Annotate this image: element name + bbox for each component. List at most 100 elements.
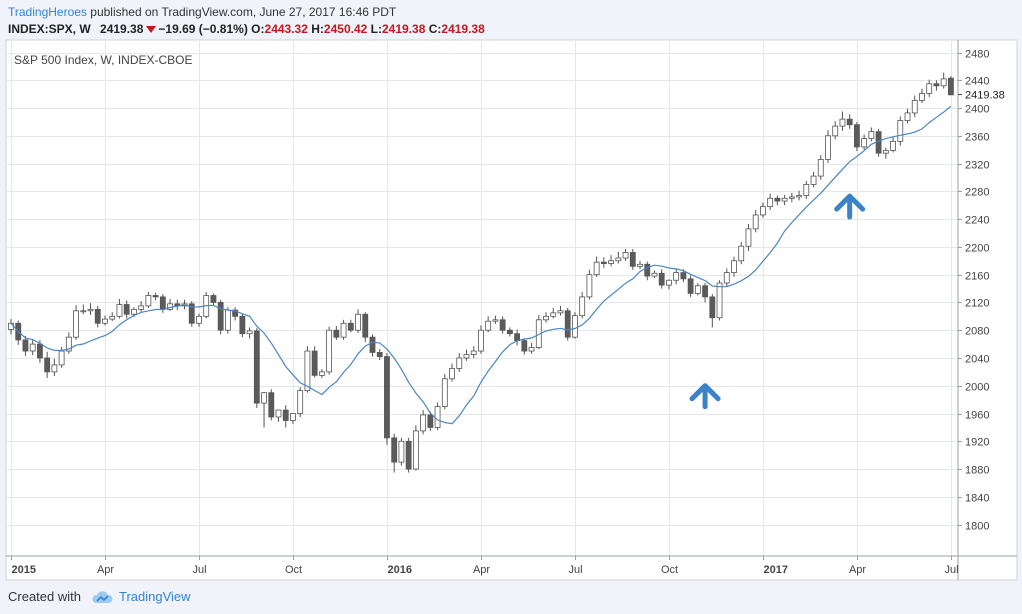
candle-body (593, 261, 600, 276)
candle-body (926, 83, 933, 94)
candle-body (275, 409, 282, 418)
y-tick-label: 2320 (965, 160, 989, 172)
candle-body (622, 252, 629, 259)
candle-body (911, 100, 918, 114)
x-tick-label: Oct (285, 564, 302, 576)
symbol-label: INDEX:SPX, W (8, 22, 91, 36)
candle-body (543, 315, 549, 321)
publisher-link[interactable]: TradingHeroes (8, 5, 87, 19)
candle-body (217, 302, 224, 331)
candle-body (897, 120, 904, 142)
candle-body (87, 308, 94, 312)
candle-body (297, 390, 304, 414)
candle-body (637, 263, 643, 267)
time-axis[interactable]: 2015 Apr Jul Oct 2016 Apr Jul Oct 2017 Apr Jul (11, 556, 959, 576)
candle-body (694, 285, 701, 294)
x-tick-label: Apr (473, 564, 490, 576)
y-tick-label: 2440 (965, 76, 989, 88)
candle-body (304, 350, 311, 392)
candle-body (391, 437, 398, 463)
candle-body (680, 272, 687, 280)
publish-info: TradingHeroes published on TradingView.c… (8, 4, 396, 20)
candle-body (839, 118, 846, 127)
candle-body (412, 430, 419, 470)
y-tick-label: 2120 (965, 298, 989, 310)
candle-body (239, 315, 246, 335)
candle-body (470, 350, 477, 355)
candle-body (478, 329, 484, 352)
candle-body (210, 295, 217, 303)
candle-body (434, 406, 441, 428)
candle-body (22, 339, 29, 352)
tradingview-link[interactable]: TradingView (118, 589, 191, 604)
candle-body (731, 260, 737, 273)
x-tick-label: Oct (661, 564, 678, 576)
down-triangle-icon (146, 26, 157, 34)
y-tick-label: 1840 (965, 493, 989, 505)
candle-body (521, 340, 528, 352)
price-change: −19.69 (−0.81%) (158, 22, 248, 36)
candle-body (116, 304, 123, 317)
candle-body (825, 135, 831, 160)
close-value: 2419.38 (441, 22, 485, 36)
candle-body (51, 364, 58, 373)
candle-body (861, 138, 868, 148)
published-text: published on TradingView.com, June 27, 2… (90, 5, 397, 19)
candle-body (651, 272, 658, 277)
candle-body (333, 329, 340, 338)
y-tick-label: 2080 (965, 326, 989, 338)
up-arrow-icon (689, 383, 721, 402)
high-value: 2450.42 (323, 22, 368, 36)
candle-body (948, 77, 954, 96)
candle-body (449, 367, 455, 380)
annotation-arrows (689, 193, 866, 410)
candle-body (37, 343, 43, 359)
ma-line (10, 105, 952, 425)
x-tick-label: 2015 (12, 564, 36, 576)
candle-body (752, 214, 759, 230)
tradingview-cloud-icon (92, 590, 113, 603)
candle-body (347, 322, 354, 331)
open-label: O: (251, 22, 265, 36)
x-tick-label: Apr (97, 564, 114, 576)
candle-body (854, 124, 860, 148)
high-label: H: (311, 22, 324, 36)
candle-body (340, 322, 347, 338)
y-tick-label: 2040 (965, 354, 989, 366)
close-label: C: (428, 22, 442, 36)
candle-body (131, 308, 137, 315)
candle-body (557, 310, 564, 314)
candle-body (723, 272, 730, 284)
grid (6, 40, 958, 556)
chart-frame (5, 39, 1018, 581)
candle-body (65, 336, 72, 352)
candle-body (188, 303, 195, 324)
candle-body (673, 272, 680, 281)
candle-body (810, 175, 817, 185)
candle-body (80, 310, 87, 313)
candle-body (579, 296, 586, 317)
price-axis[interactable]: 2480 2440 2400 2360 2320 2280 2240 2200 2160 2120… (958, 49, 1005, 533)
candle-body (398, 440, 405, 463)
candle-body (159, 296, 166, 310)
x-tick-label: 2016 (388, 564, 412, 576)
y-tick-label: 1960 (965, 410, 989, 422)
last-price-label: 2419.38 (965, 90, 1005, 102)
y-tick-label: 1920 (965, 437, 989, 449)
candle-body (44, 357, 51, 373)
candle-body (282, 409, 289, 421)
candle-body (629, 252, 636, 267)
candle-body (420, 414, 427, 432)
candle-body (196, 315, 202, 324)
candle-body (29, 343, 36, 352)
candle-body (738, 245, 745, 262)
candle-body (290, 413, 296, 421)
candle-body (658, 272, 665, 286)
candle-body (514, 333, 520, 342)
y-tick-label: 1880 (965, 465, 989, 477)
candle-body (268, 392, 275, 418)
candle-body (109, 315, 116, 320)
candle-body (781, 197, 788, 202)
y-tick-label: 1800 (965, 521, 989, 533)
